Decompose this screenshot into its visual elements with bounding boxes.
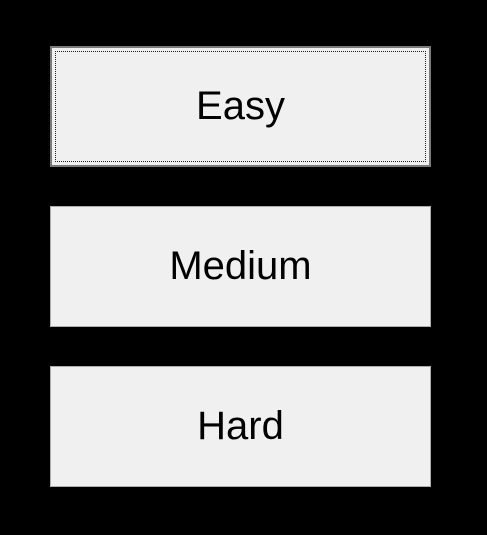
hard-button-label: Hard [197,404,284,448]
hard-button[interactable]: Hard [50,366,431,487]
medium-button-label: Medium [169,244,312,288]
easy-button[interactable]: Easy [50,46,431,167]
easy-button-label: Easy [196,84,285,128]
medium-button[interactable]: Medium [50,206,431,327]
